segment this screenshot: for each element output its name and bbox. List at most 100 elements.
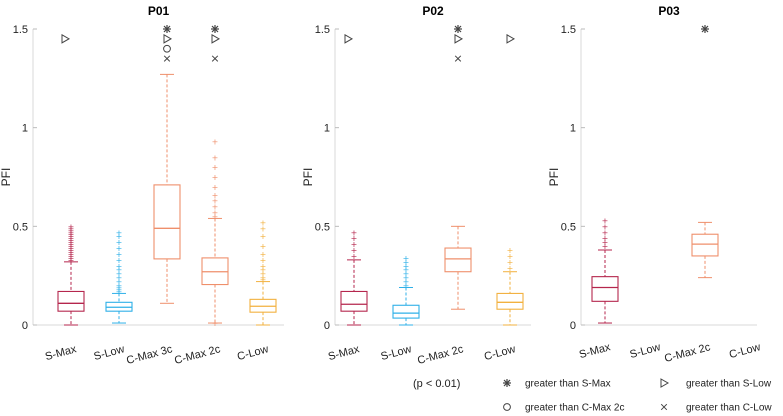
x-tick-label: C-Max 2c	[416, 343, 465, 367]
outlier-point: +	[602, 234, 609, 243]
box-c-low: ++++C-Low	[483, 34, 524, 363]
x-tick-label: C-Low	[728, 341, 762, 361]
panel-title: P02	[422, 4, 444, 18]
outlier-point: +	[507, 246, 514, 255]
outlier-point: +	[260, 256, 267, 265]
outlier-point: +	[507, 258, 514, 267]
box-c-max-2c: C-Max 2c	[663, 25, 719, 365]
outlier-point: +	[602, 222, 609, 231]
legend-triangle-icon	[660, 378, 670, 388]
box-c-max-2c: +++++++++++C-Max 2c	[173, 25, 229, 367]
x-tick-label: C-Max 3c	[125, 343, 174, 367]
x-tick-label: C-Max 2c	[663, 341, 712, 365]
outlier-point: +	[403, 282, 410, 291]
outlier-point: +	[602, 242, 609, 251]
legend-asterisk-icon	[503, 379, 511, 387]
panel-p01: P01PFI00.511.5++++++++++++++++++S-Max+++…	[0, 4, 284, 367]
outlier-point: +	[403, 254, 410, 263]
outlier-point: +	[351, 234, 358, 243]
sig-cross-icon	[163, 55, 171, 62]
legend-label: greater than S-Max	[525, 379, 611, 390]
x-tick-label: C-Low	[483, 343, 517, 363]
outlier-point: +	[212, 203, 219, 212]
outlier-point: +	[507, 264, 514, 273]
legend: (p < 0.01) greater than S-Max greater than…	[413, 378, 772, 414]
legend-cross-icon	[660, 403, 668, 411]
legend-item-cross: greater than C-Low	[660, 403, 772, 414]
box-iqr	[57, 290, 85, 312]
outlier-point: +	[116, 287, 123, 296]
box-s-low: ++++++++S-Low	[380, 254, 420, 363]
sig-circle-icon	[163, 44, 171, 53]
outlier-point: +	[260, 262, 267, 271]
outlier-point: +	[116, 282, 123, 291]
y-tick-label: 1	[570, 123, 576, 135]
outlier-point: +	[68, 240, 75, 249]
box-c-max-2c: C-Max 2c	[416, 25, 472, 367]
outlier-point: +	[68, 236, 75, 245]
box-s-max: ++++++S-Max	[578, 216, 619, 361]
y-tick-label: 1	[22, 123, 28, 135]
sig-triangle-icon	[61, 34, 71, 44]
outlier-point: +	[116, 266, 123, 275]
box-iqr	[392, 304, 420, 319]
outlier-point: +	[116, 262, 123, 271]
outlier-point: +	[351, 228, 358, 237]
outlier-point: +	[116, 232, 123, 241]
legend-label: greater than C-Max 2c	[525, 403, 625, 414]
outlier-point: +	[68, 256, 75, 265]
legend-note: (p < 0.01)	[413, 378, 460, 390]
box-s-max: ++++++++++++++++++S-Max	[44, 34, 85, 363]
outlier-point: +	[260, 232, 267, 241]
outlier-point: +	[68, 226, 75, 235]
outlier-point: +	[403, 278, 410, 287]
y-tick-label: 1.5	[13, 24, 28, 36]
outlier-point: +	[212, 137, 219, 146]
x-tick-label: C-Max 2c	[173, 343, 222, 367]
sig-cross-icon	[211, 55, 219, 62]
sig-triangle-icon	[454, 34, 464, 44]
legend-label: greater than C-Low	[686, 403, 772, 414]
outlier-point: +	[602, 216, 609, 225]
box-s-low: S-Low	[629, 341, 662, 361]
outlier-point: +	[403, 266, 410, 275]
sig-asterisk-icon	[701, 25, 709, 33]
legend-circle-icon	[503, 403, 511, 411]
outlier-point: +	[212, 212, 219, 221]
panel-title: P03	[658, 4, 680, 18]
outlier-point: +	[68, 254, 75, 263]
outlier-point: +	[507, 252, 514, 261]
y-tick-label: 1.5	[315, 24, 330, 36]
outlier-point: +	[68, 224, 75, 233]
panel-title: P01	[148, 4, 170, 18]
y-tick-label: 0.5	[315, 221, 330, 233]
y-axis-label: PFI	[547, 168, 561, 187]
y-tick-label: 1.5	[561, 24, 576, 36]
y-tick-label: 1	[324, 123, 330, 135]
box-c-low: C-Low	[728, 341, 762, 361]
outlier-point: +	[68, 244, 75, 253]
outlier-point: +	[260, 224, 267, 233]
x-tick-label: S-Low	[629, 341, 662, 361]
legend-item-triangle: greater than S-Low	[660, 378, 772, 390]
outlier-point: +	[116, 244, 123, 253]
sig-asterisk-icon	[211, 25, 219, 33]
y-tick-label: 0.5	[13, 221, 28, 233]
legend-label: greater than S-Low	[686, 379, 772, 390]
outlier-point: +	[260, 270, 267, 279]
box-c-low: +++++++++++C-Low	[236, 218, 277, 363]
outlier-point: +	[116, 284, 123, 293]
outlier-point: +	[403, 258, 410, 267]
outlier-point: +	[212, 163, 219, 172]
outlier-point: +	[403, 274, 410, 283]
legend-item-asterisk: greater than S-Max	[503, 379, 611, 390]
y-tick-label: 0	[570, 320, 576, 332]
outlier-point: +	[260, 266, 267, 275]
outlier-point: +	[212, 197, 219, 206]
outlier-point: +	[212, 153, 219, 162]
outlier-point: +	[260, 276, 267, 285]
outlier-point: +	[116, 278, 123, 287]
box-iqr	[496, 292, 524, 310]
